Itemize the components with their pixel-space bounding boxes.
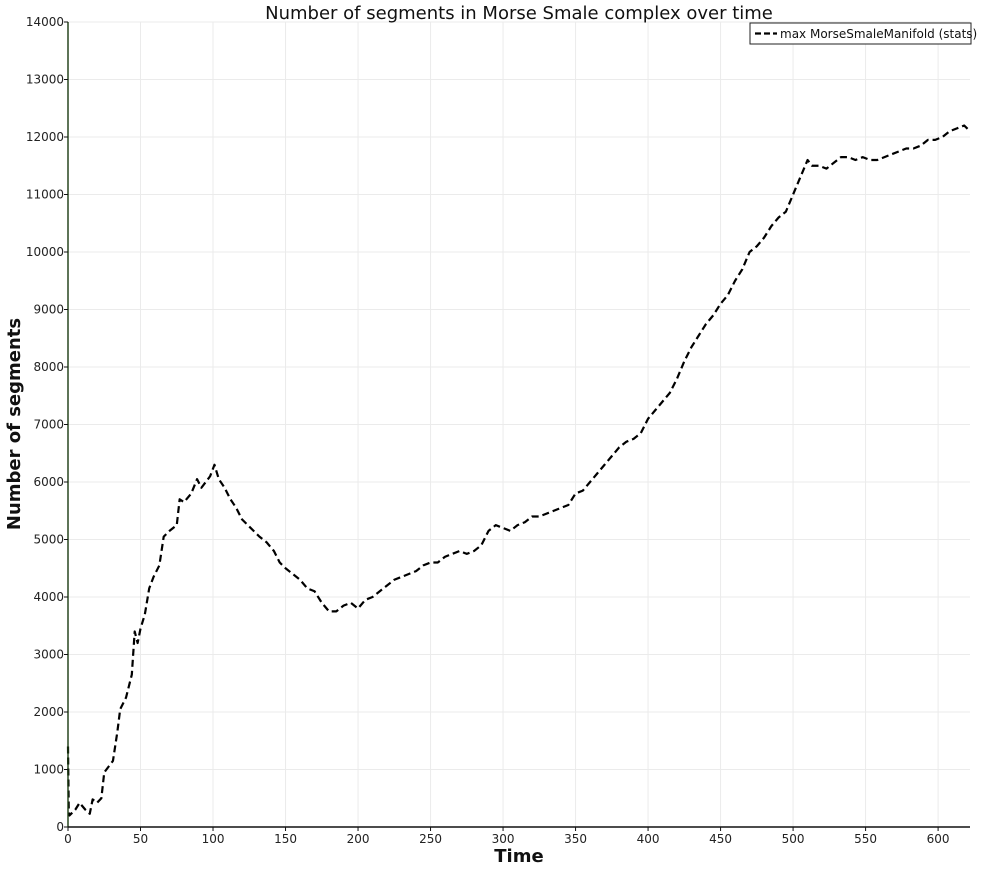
y-tick-label: 3000 (33, 648, 64, 662)
series-line (66, 124, 971, 817)
x-tick-label: 600 (927, 832, 950, 846)
y-tick-label: 9000 (33, 303, 64, 317)
chart-title: Number of segments in Morse Smale comple… (265, 3, 773, 24)
y-tick-labels: 0 1000 2000 3000 4000 5000 6000 7000 8000 9000 100… (26, 15, 68, 834)
y-axis-label: Number of segments (4, 318, 25, 530)
x-axis-label: Time (494, 846, 543, 867)
x-tick-label: 100 (202, 832, 225, 846)
y-tick-label: 8000 (33, 360, 64, 374)
y-tick-label: 1000 (33, 763, 64, 777)
legend-label: max MorseSmaleManifold (stats) (780, 27, 977, 41)
legend: max MorseSmaleManifold (stats) (749, 22, 977, 45)
x-tick-labels: 0 50 100 150 200 250 300 350 400 450 500 550 600 (64, 827, 950, 846)
legend-box (749, 22, 972, 45)
x-tick-label: 200 (347, 832, 370, 846)
x-tick-label: 150 (274, 832, 297, 846)
x-tick-label: 550 (854, 832, 877, 846)
y-tick-label: 7000 (33, 418, 64, 432)
y-tick-label: 2000 (33, 705, 64, 719)
y-tick-label: 5000 (33, 533, 64, 547)
x-tick-label: 400 (637, 832, 660, 846)
y-tick-label: 12000 (26, 130, 64, 144)
grid (67, 21, 970, 828)
y-tick-label: 11000 (26, 188, 64, 202)
x-tick-label: 250 (419, 832, 442, 846)
y-tick-label: 10000 (26, 245, 64, 259)
series-layer (66, 124, 971, 817)
x-tick-label: 0 (64, 832, 72, 846)
y-tick-label: 14000 (26, 15, 64, 29)
x-tick-label: 300 (492, 832, 515, 846)
y-tick-label: 6000 (33, 475, 64, 489)
x-tick-label: 450 (709, 832, 732, 846)
y-tick-label: 4000 (33, 590, 64, 604)
x-tick-label: 500 (782, 832, 805, 846)
y-tick-label: 13000 (26, 73, 64, 87)
x-tick-label: 50 (133, 832, 148, 846)
y-tick-label: 0 (56, 820, 64, 834)
x-tick-label: 350 (564, 832, 587, 846)
